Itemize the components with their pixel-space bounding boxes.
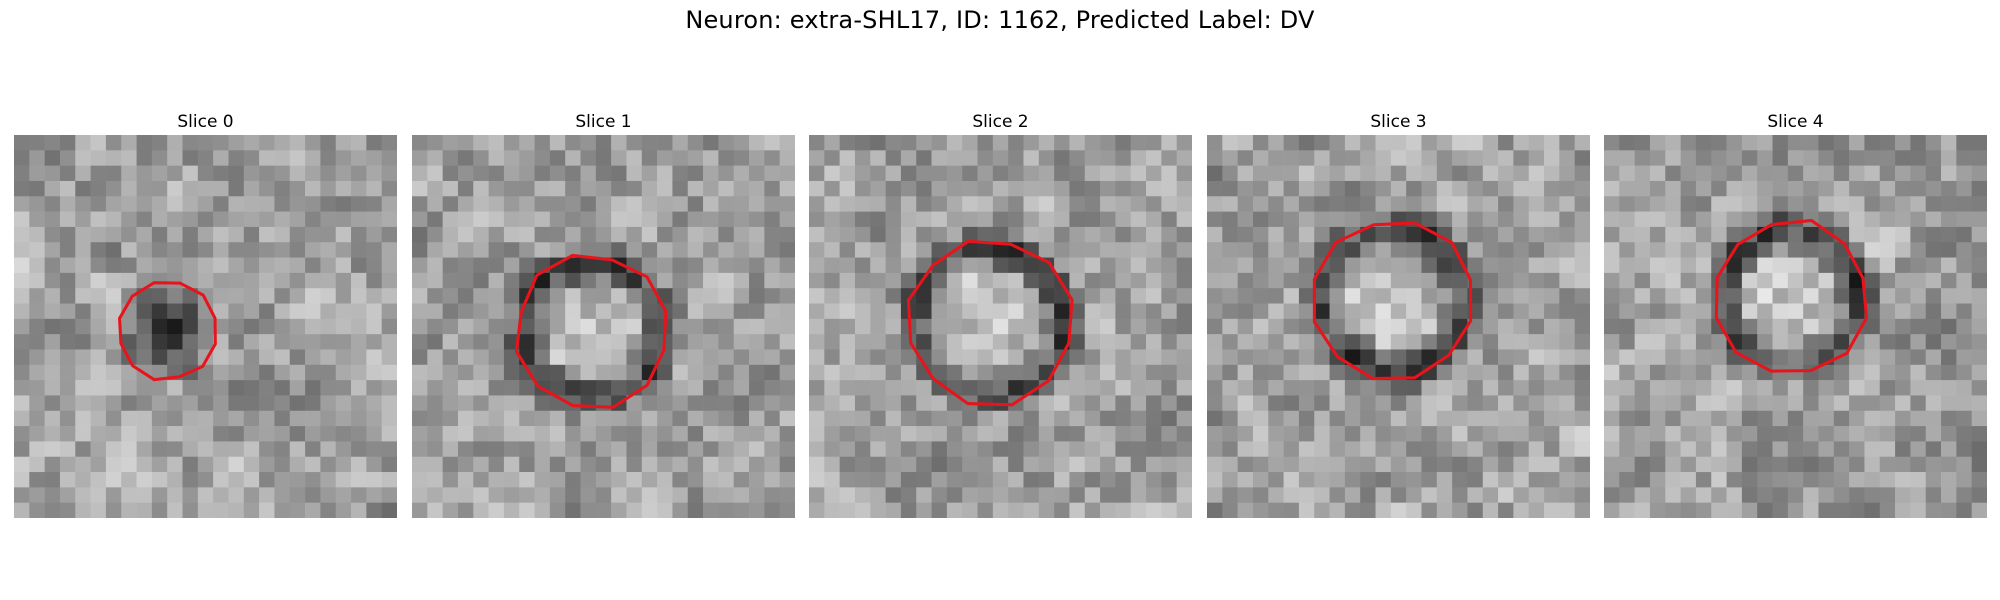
slice-panel-0: Slice 0 <box>14 108 397 518</box>
slice-0-image <box>14 135 397 518</box>
slice-panel-3: Slice 3 <box>1207 108 1590 518</box>
slice-4-image <box>1604 135 1987 518</box>
slice-2-title: Slice 2 <box>972 112 1029 132</box>
pixel-grid <box>1207 135 1590 518</box>
slice-3-image <box>1207 135 1590 518</box>
slice-1-image <box>412 135 795 518</box>
segmentation-contour <box>1312 221 1473 381</box>
slice-3-svg <box>1207 135 1590 518</box>
slice-3-title: Slice 3 <box>1370 112 1427 132</box>
slice-panel-4: Slice 4 <box>1604 108 1987 518</box>
segmentation-contour <box>118 281 217 382</box>
slice-2-svg <box>809 135 1192 518</box>
pixel-grid <box>412 135 795 518</box>
slice-4-svg <box>1604 135 1987 518</box>
slice-1-svg <box>412 135 795 518</box>
figure-title: Neuron: extra-SHL17, ID: 1162, Predicted… <box>685 6 1315 34</box>
slice-panel-1: Slice 1 <box>412 108 795 518</box>
segmentation-contour <box>1714 218 1869 373</box>
slice-4-title: Slice 4 <box>1767 112 1824 132</box>
pixel-grid <box>14 135 397 518</box>
slice-2-image <box>809 135 1192 518</box>
segmentation-contour <box>906 239 1074 407</box>
pixel-grid <box>1604 135 1987 518</box>
slice-panel-2: Slice 2 <box>809 108 1192 518</box>
slice-0-title: Slice 0 <box>177 112 234 132</box>
segmentation-contour <box>514 253 668 409</box>
slice-1-title: Slice 1 <box>575 112 632 132</box>
pixel-grid <box>809 135 1192 518</box>
slice-0-svg <box>14 135 397 518</box>
